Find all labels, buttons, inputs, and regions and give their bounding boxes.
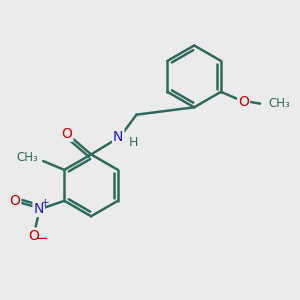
- Text: +: +: [41, 198, 50, 208]
- Text: CH₃: CH₃: [268, 97, 290, 110]
- Text: H: H: [129, 136, 138, 149]
- Text: O: O: [9, 194, 20, 208]
- Text: O: O: [28, 229, 39, 242]
- Text: CH₃: CH₃: [16, 151, 38, 164]
- Text: −: −: [35, 231, 48, 246]
- Text: O: O: [238, 94, 249, 109]
- Text: O: O: [61, 127, 72, 141]
- Text: N: N: [113, 130, 123, 144]
- Text: N: N: [34, 202, 44, 216]
